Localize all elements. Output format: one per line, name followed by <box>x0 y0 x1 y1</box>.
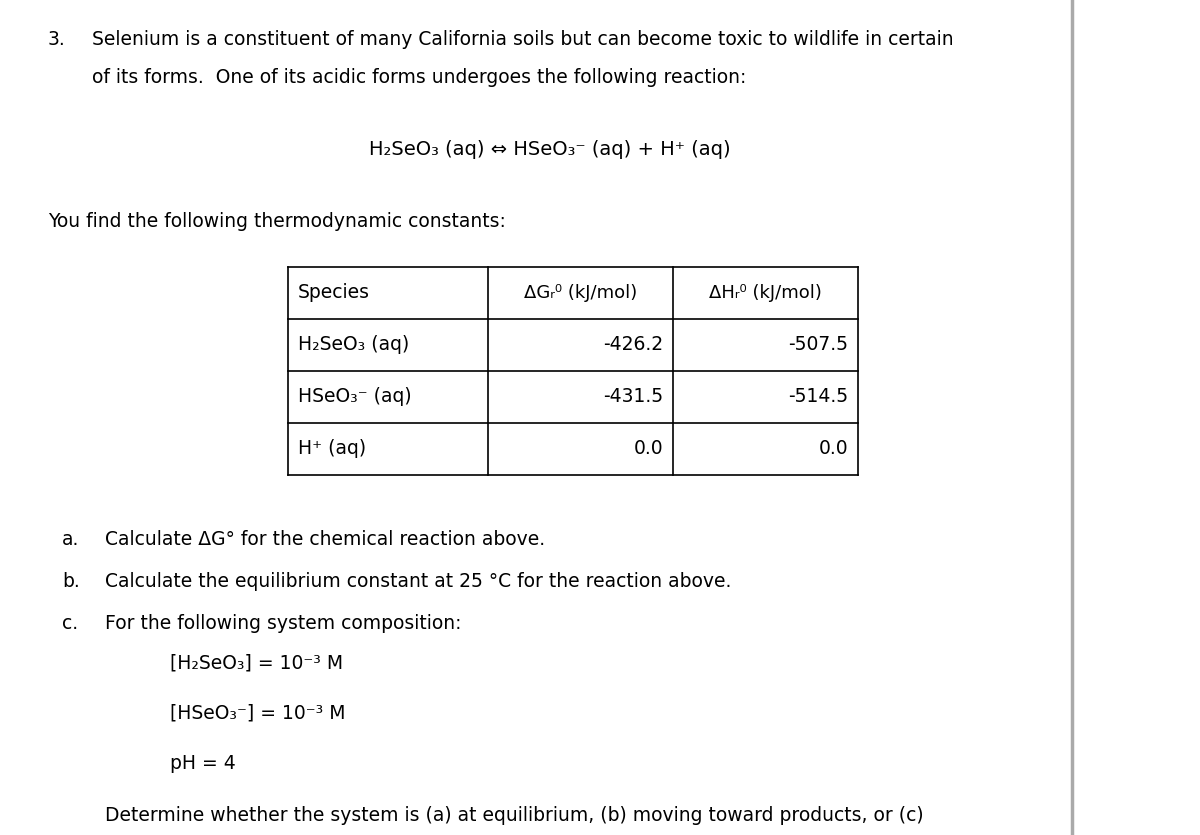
Text: 0.0: 0.0 <box>818 439 848 458</box>
Text: H⁺ (aq): H⁺ (aq) <box>298 439 366 458</box>
Text: Selenium is a constituent of many California soils but can become toxic to wildl: Selenium is a constituent of many Califo… <box>92 30 954 49</box>
Text: of its forms.  One of its acidic forms undergoes the following reaction:: of its forms. One of its acidic forms un… <box>92 68 746 87</box>
Text: [H₂SeO₃] = 10⁻³ M: [H₂SeO₃] = 10⁻³ M <box>170 654 343 673</box>
Text: Determine whether the system is (a) at equilibrium, (b) moving toward products, : Determine whether the system is (a) at e… <box>106 806 924 825</box>
Text: Calculate the equilibrium constant at 25 °C for the reaction above.: Calculate the equilibrium constant at 25… <box>106 572 731 591</box>
Text: -514.5: -514.5 <box>788 387 848 407</box>
Text: ΔHᵣ⁰ (kJ/mol): ΔHᵣ⁰ (kJ/mol) <box>709 284 822 302</box>
Text: 3.: 3. <box>48 30 66 49</box>
Text: H₂SeO₃ (aq) ⇔ HSeO₃⁻ (aq) + H⁺ (aq): H₂SeO₃ (aq) ⇔ HSeO₃⁻ (aq) + H⁺ (aq) <box>370 140 731 159</box>
Text: c.: c. <box>62 614 78 633</box>
Text: -431.5: -431.5 <box>602 387 664 407</box>
Text: Species: Species <box>298 284 370 302</box>
Text: HSeO₃⁻ (aq): HSeO₃⁻ (aq) <box>298 387 412 407</box>
Text: For the following system composition:: For the following system composition: <box>106 614 462 633</box>
Text: a.: a. <box>62 530 79 549</box>
Text: H₂SeO₃ (aq): H₂SeO₃ (aq) <box>298 336 409 355</box>
Text: You find the following thermodynamic constants:: You find the following thermodynamic con… <box>48 212 506 231</box>
Text: -507.5: -507.5 <box>788 336 848 355</box>
Text: ΔGᵣ⁰ (kJ/mol): ΔGᵣ⁰ (kJ/mol) <box>524 284 637 302</box>
Text: 0.0: 0.0 <box>634 439 664 458</box>
Text: Calculate ΔG° for the chemical reaction above.: Calculate ΔG° for the chemical reaction … <box>106 530 545 549</box>
Text: b.: b. <box>62 572 79 591</box>
Text: pH = 4: pH = 4 <box>170 754 235 773</box>
Text: [HSeO₃⁻] = 10⁻³ M: [HSeO₃⁻] = 10⁻³ M <box>170 704 346 723</box>
Text: -426.2: -426.2 <box>602 336 664 355</box>
